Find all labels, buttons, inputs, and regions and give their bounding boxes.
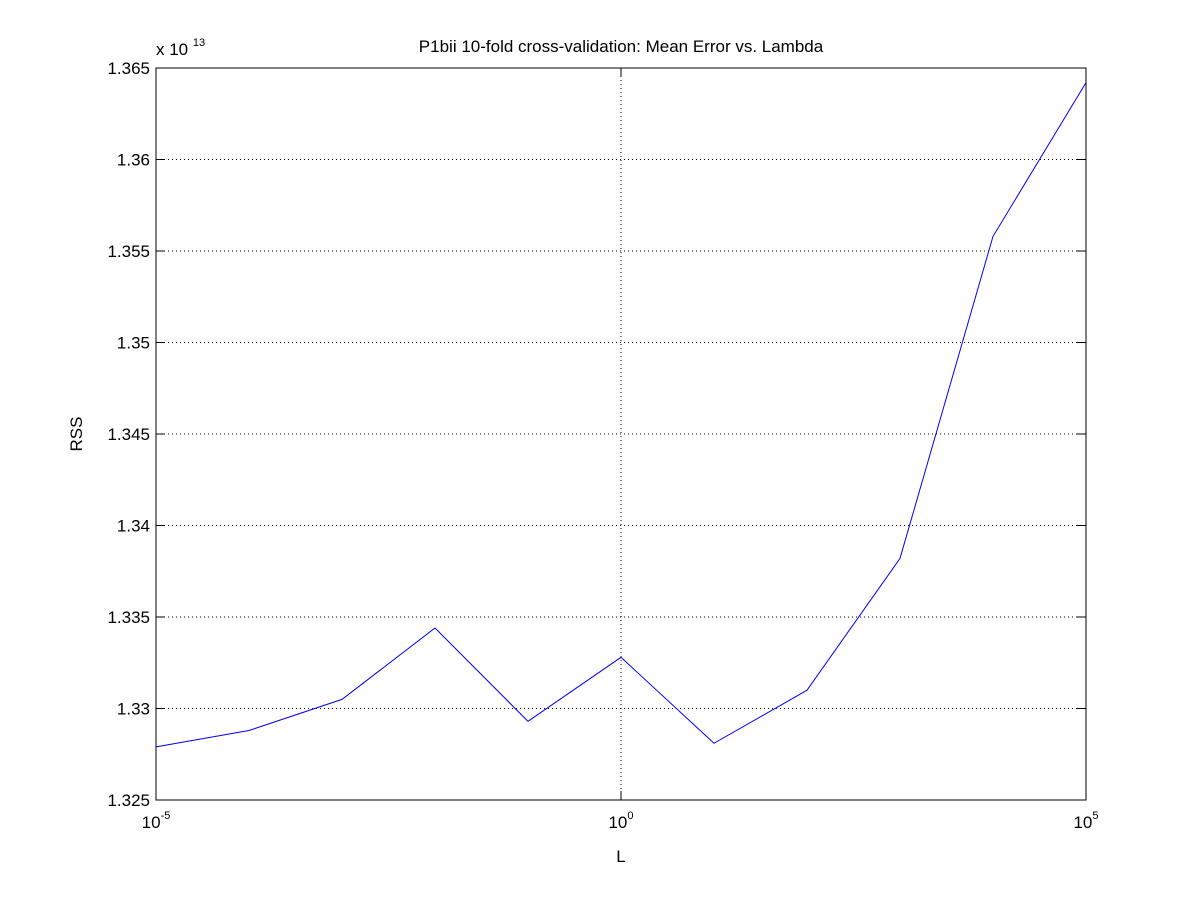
y-tick-label: 1.34 (117, 517, 150, 536)
x-tick-label-base: 10 (1073, 813, 1092, 832)
x-tick-label-base: 10 (142, 813, 161, 832)
y-exponent-label: x 10 13 (156, 37, 205, 59)
tick-marks (155, 67, 1087, 801)
y-tick-label: 1.365 (107, 59, 150, 78)
series-line (155, 82, 1087, 748)
y-exponent-base: x 10 (156, 40, 188, 59)
x-tick-label-base: 10 (608, 813, 627, 832)
x-tick-label-exponent: 5 (1092, 810, 1098, 822)
x-tick-label-exponent: -5 (161, 810, 171, 822)
chart-title: P1bii 10-fold cross-validation: Mean Err… (419, 37, 824, 56)
y-tick-label: 1.35 (117, 334, 150, 353)
y-tick-label: 1.335 (107, 608, 150, 627)
grid-lines (156, 68, 1086, 800)
y-exponent-power: 13 (193, 37, 205, 49)
x-axis-label: L (616, 847, 625, 866)
y-tick-label: 1.355 (107, 242, 150, 261)
x-tick-label: 100 (608, 810, 633, 832)
x-tick-label: 105 (1073, 810, 1098, 832)
x-tick-label-exponent: 0 (627, 810, 633, 822)
y-tick-label: 1.325 (107, 791, 150, 810)
y-tick-label: 1.33 (117, 700, 150, 719)
y-axis-label: RSS (67, 417, 86, 452)
y-tick-label: 1.36 (117, 151, 150, 170)
y-tick-label: 1.345 (107, 425, 150, 444)
x-tick-label: 10-5 (142, 810, 171, 832)
tick-labels: 1.325 1.33 1.335 1.34 1.345 1.35 1.355 1.36 1.36… (107, 59, 1098, 832)
